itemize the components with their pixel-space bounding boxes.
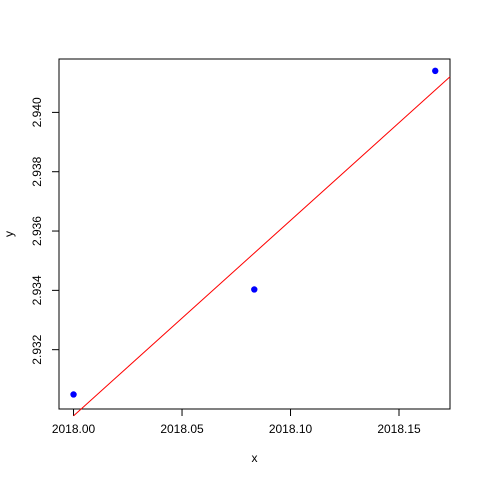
y-axis: 2.932 2.934 2.936 2.938 2.940 bbox=[30, 97, 60, 365]
x-tick-label: 2018.00 bbox=[52, 422, 96, 436]
x-tick-label: 2018.15 bbox=[377, 422, 421, 436]
data-point bbox=[70, 391, 77, 398]
regression-line bbox=[73, 76, 451, 417]
y-tick-label: 2.934 bbox=[30, 275, 44, 305]
y-tick-label: 2.936 bbox=[30, 216, 44, 246]
x-tick-label: 2018.05 bbox=[160, 422, 204, 436]
x-axis: 2018.00 2018.05 2018.10 2018.15 bbox=[52, 408, 421, 436]
plot-frame bbox=[58, 58, 451, 410]
x-tick-label: 2018.10 bbox=[269, 422, 313, 436]
x-axis-label: x bbox=[252, 451, 258, 465]
y-tick-label: 2.940 bbox=[30, 97, 44, 127]
y-tick-label: 2.932 bbox=[30, 334, 44, 364]
y-axis-label: y bbox=[2, 231, 16, 237]
data-series bbox=[70, 67, 451, 417]
y-tick-label: 2.938 bbox=[30, 156, 44, 186]
data-point bbox=[432, 67, 439, 75]
data-point bbox=[251, 286, 258, 293]
